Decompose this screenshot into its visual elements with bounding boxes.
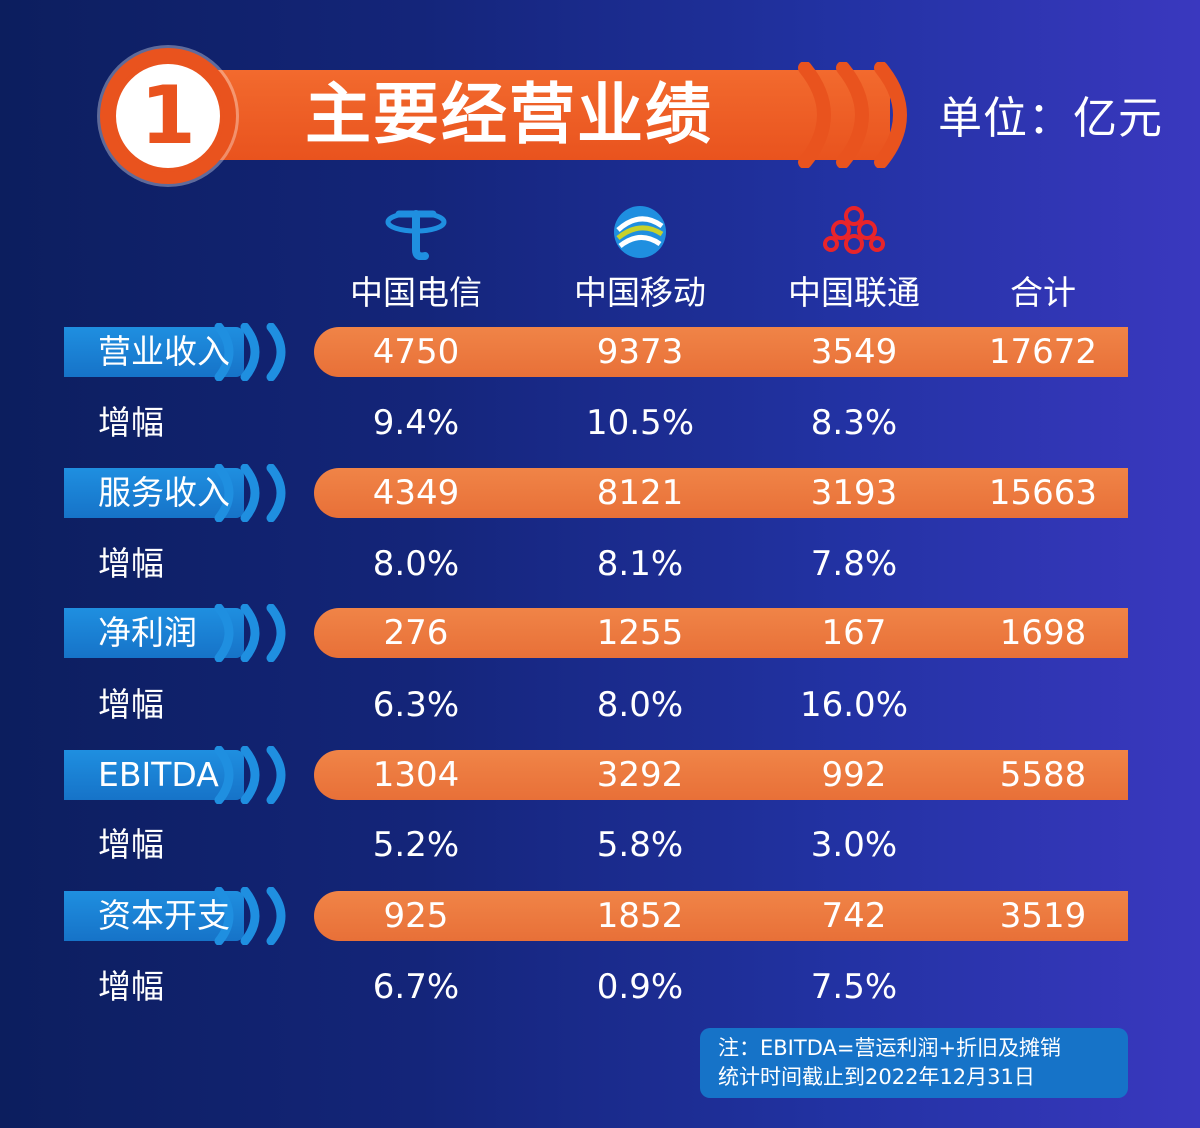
metric-row-net-profit: 净利润 276 1255 167 1698 [0, 604, 1200, 662]
metric-label: 净利润 [98, 613, 197, 652]
column-header-china-mobile: 中国移动 [545, 198, 735, 314]
value-cell: 4750 [372, 332, 460, 372]
growth-cell: 3.0% [810, 825, 898, 865]
value-cell: 992 [821, 755, 887, 795]
china-unicom-logo-icon [759, 198, 949, 260]
column-name: 中国移动 [574, 273, 706, 312]
value-cell: 276 [383, 613, 449, 653]
value-bar [314, 891, 1128, 941]
growth-label: 增幅 [98, 967, 164, 1006]
section-header: 1 主要经营业绩 [100, 48, 930, 188]
growth-row: 增幅 6.3% 8.0% 16.0% [0, 680, 1200, 730]
chevrons-icon [214, 464, 286, 522]
footnote-line: 统计时间截止到2022年12月31日 [718, 1065, 1035, 1089]
metric-label: EBITDA [98, 755, 219, 794]
footnote: 注：EBITDA=营运利润+折旧及摊销 统计时间截止到2022年12月31日 [700, 1028, 1128, 1098]
metric-label: 资本开支 [98, 896, 230, 935]
value-cell: 1255 [596, 613, 684, 653]
column-header-total: 合计 [948, 198, 1138, 314]
growth-cell: 8.0% [596, 685, 684, 725]
chevrons-icon [214, 887, 286, 945]
unit-label: 单位：亿元 [938, 93, 1163, 144]
growth-cell: 5.8% [596, 825, 684, 865]
value-bar [314, 750, 1128, 800]
metric-label: 服务收入 [98, 473, 230, 512]
value-cell: 4349 [372, 473, 460, 513]
section-number: 1 [112, 60, 224, 172]
chevrons-icon [214, 604, 286, 662]
header-chevrons-icon [798, 62, 907, 168]
value-cell: 15663 [988, 473, 1098, 513]
value-cell: 1698 [999, 613, 1087, 653]
column-header-china-unicom: 中国联通 [759, 198, 949, 314]
value-cell: 925 [383, 896, 449, 936]
growth-label: 增幅 [98, 825, 164, 864]
growth-label: 增幅 [98, 403, 164, 442]
value-cell: 5588 [999, 755, 1087, 795]
growth-cell: 9.4% [372, 403, 460, 443]
value-cell: 3292 [596, 755, 684, 795]
column-name: 中国联通 [788, 273, 920, 312]
value-cell: 1852 [596, 896, 684, 936]
growth-cell: 6.3% [372, 685, 460, 725]
metric-row-ebitda: EBITDA 1304 3292 992 5588 [0, 746, 1200, 804]
growth-row: 增幅 6.7% 0.9% 7.5% [0, 962, 1200, 1012]
growth-cell: 5.2% [372, 825, 460, 865]
value-cell: 9373 [596, 332, 684, 372]
metric-row-revenue: 营业收入 4750 9373 3549 17672 [0, 323, 1200, 381]
value-cell: 167 [821, 613, 887, 653]
growth-row: 增幅 5.2% 5.8% 3.0% [0, 820, 1200, 870]
value-cell: 1304 [372, 755, 460, 795]
growth-label: 增幅 [98, 544, 164, 583]
header-bar [200, 70, 890, 160]
value-cell: 742 [821, 896, 887, 936]
chevrons-icon [214, 323, 286, 381]
growth-cell: 6.7% [372, 967, 460, 1007]
column-name: 中国电信 [350, 273, 482, 312]
value-bar [314, 608, 1128, 658]
section-number-badge: 1 [100, 48, 236, 184]
growth-cell: 8.3% [810, 403, 898, 443]
growth-cell: 7.8% [810, 544, 898, 584]
growth-cell: 7.5% [810, 967, 898, 1007]
metric-row-service-revenue: 服务收入 4349 8121 3193 15663 [0, 464, 1200, 522]
growth-row: 增幅 8.0% 8.1% 7.8% [0, 539, 1200, 589]
footnote-line: 注：EBITDA=营运利润+折旧及摊销 [718, 1036, 1062, 1060]
metric-row-capex: 资本开支 925 1852 742 3519 [0, 887, 1200, 945]
value-cell: 3549 [810, 332, 898, 372]
growth-label: 增幅 [98, 685, 164, 724]
value-bar [314, 468, 1128, 518]
value-cell: 17672 [988, 332, 1098, 372]
column-name: 合计 [1010, 273, 1076, 312]
column-header-china-telecom: 中国电信 [321, 198, 511, 314]
chevrons-icon [214, 746, 286, 804]
growth-cell: 16.0% [799, 685, 908, 725]
page-title: 主要经营业绩 [305, 76, 713, 153]
china-mobile-logo-icon [545, 198, 735, 260]
growth-row: 增幅 9.4% 10.5% 8.3% [0, 398, 1200, 448]
china-telecom-logo-icon [321, 198, 511, 260]
growth-cell: 0.9% [596, 967, 684, 1007]
value-cell: 3519 [999, 896, 1087, 936]
value-cell: 8121 [596, 473, 684, 513]
value-cell: 3193 [810, 473, 898, 513]
growth-cell: 8.1% [596, 544, 684, 584]
metric-label: 营业收入 [98, 332, 230, 371]
growth-cell: 8.0% [372, 544, 460, 584]
value-bar [314, 327, 1128, 377]
growth-cell: 10.5% [585, 403, 694, 443]
